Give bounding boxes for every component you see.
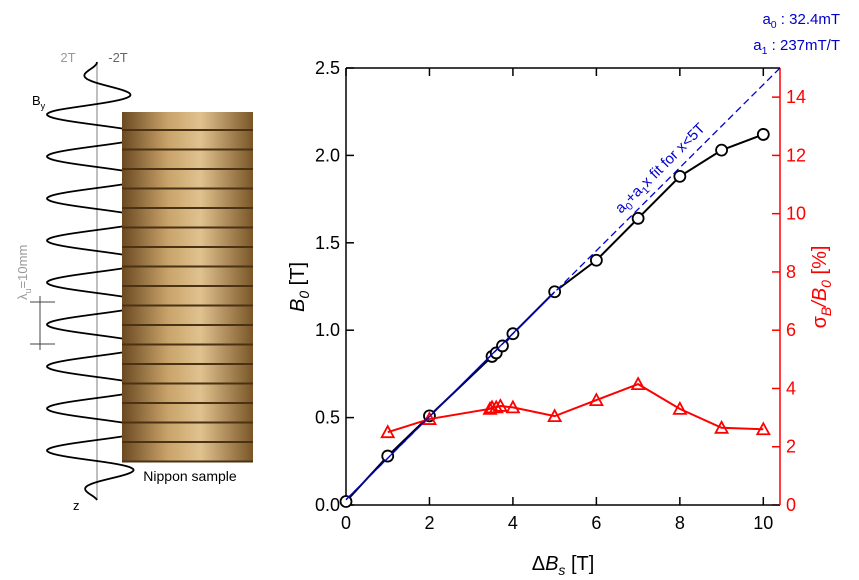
data-point [672,400,688,415]
period-label: λu=10mm [15,245,33,300]
y2-tick-label: 2 [786,437,796,457]
y-axis-label: B0 [T] [287,262,312,312]
y-tick-label: 1.5 [315,233,340,253]
y2-tick-label: 4 [786,378,796,398]
y2-label-mid: /B [809,288,831,309]
photo-bands [122,129,253,463]
y2-tick-label: 8 [786,262,796,282]
x-tick-label: 6 [591,513,601,533]
y2-tick-label: 6 [786,320,796,340]
fit-rest: x fit for x<5T [638,120,709,191]
photo-caption: Nippon sample [143,468,237,484]
y2-tick-label: 0 [786,495,796,515]
data-point [547,408,563,423]
y2-label-sub2: 0 [818,280,834,288]
param-a1-value: : 237mT/T [767,37,840,54]
data-point [492,398,508,412]
param-a1-sym: a [753,37,762,54]
data-point [714,419,730,434]
param-a0-sub: 0 [771,19,777,31]
data-point [630,376,646,390]
param-a0: a0 : 32.4mT [762,11,840,31]
series-line [345,67,781,501]
data-point [380,424,396,439]
x-tick-label: 8 [675,513,685,533]
data-point [381,449,395,463]
x-label-sub: s [558,562,565,578]
data-point [588,392,604,407]
period-value: =10mm [15,245,30,289]
x-tick-label: 0 [341,513,351,533]
y2-label-sub: B [818,307,834,316]
x-label-unit: [T] [565,553,594,575]
y2-tick-label: 12 [786,145,806,165]
by-main: B [32,93,41,108]
y2-tick-label: 10 [786,204,806,224]
data-point [715,143,728,157]
wave-pos-label: 2T [60,50,75,65]
y-label-unit: [T] [287,262,309,291]
y-tick-label: 2.5 [315,58,340,78]
y-tick-label: 0.0 [315,495,340,515]
data-point [673,169,687,183]
x-tick-label: 10 [753,513,773,533]
series-line [387,382,764,434]
y-label-main: B [287,299,309,312]
data-point [589,253,603,267]
data-point [339,495,353,508]
data-point [421,411,437,425]
z-label: z [73,498,80,513]
y2-axis-label: σB/B0 [%] [809,246,834,329]
data-point [488,399,504,414]
fit-label: a0+a1x fit for x<5T [612,120,711,219]
period-sub: u [23,288,33,293]
param-a1: a1 : 237mT/T [753,37,840,57]
period-symbol: λ [15,293,30,300]
y-tick-label: 0.5 [315,408,340,428]
data-point [505,399,521,414]
x-label-delta: Δ [532,553,545,575]
data-point [755,421,771,436]
wave-neg-label: -2T [108,50,128,65]
param-a0-sym: a [762,11,771,28]
x-label-main: B [545,553,558,575]
y2-tick-label: 14 [786,87,806,107]
data-point [631,211,645,225]
data-point [496,339,509,353]
y2-label-unit: [%] [809,246,831,280]
y2-label-sigma: σ [809,315,831,328]
param-a1-sub: 1 [762,45,768,57]
x-tick-label: 2 [424,513,434,533]
x-axis-label: ΔBs [T] [532,553,595,578]
by-sub: y [41,101,46,111]
data-point [756,128,770,141]
series-line [345,133,764,503]
x-tick-label: 4 [508,513,518,533]
chart: 0 2 4 6 8 10 0.0 0.5 1.0 1.5 2.0 2.5 0 2 4 6 8 10 12 14 [315,58,806,533]
y-tick-label: 2.0 [315,145,340,165]
period-marker [30,296,55,350]
by-label: By [32,93,46,111]
y-tick-label: 1.0 [315,320,340,340]
param-a0-value: : 32.4mT [777,11,840,28]
y-label-sub: 0 [296,291,312,299]
